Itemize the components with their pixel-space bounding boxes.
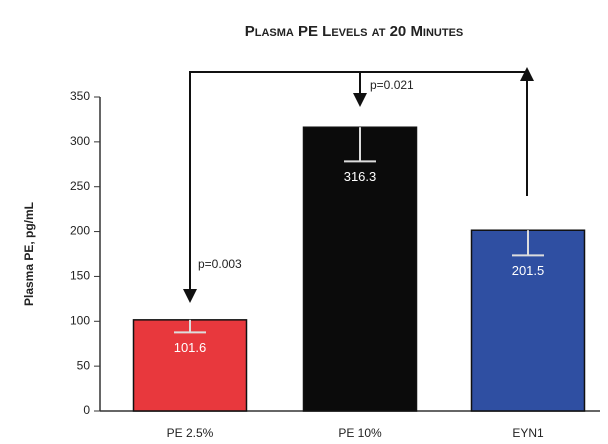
y-tick-label: 150: [70, 269, 90, 283]
annotation: p=0.021: [370, 78, 414, 92]
x-tick-label: EYN1: [512, 426, 544, 440]
value-label: 316.3: [344, 169, 377, 184]
annotation: p=0.003: [198, 257, 242, 271]
value-label: 201.5: [512, 263, 545, 278]
y-tick-label: 250: [70, 179, 90, 193]
bar: [132, 319, 248, 412]
x-tick-label: PE 10%: [338, 426, 382, 440]
value-label: 101.6: [174, 340, 207, 355]
y-tick-label: 50: [77, 358, 91, 372]
y-tick-label: 350: [70, 89, 90, 103]
bar: [302, 126, 418, 412]
y-tick-label: 0: [83, 403, 90, 417]
x-tick-label: PE 2.5%: [167, 426, 214, 440]
significance-brackets: [183, 67, 534, 303]
y-tick-label: 300: [70, 134, 90, 148]
y-tick-label: 200: [70, 224, 90, 238]
bracket: [183, 71, 527, 303]
bar: [470, 229, 586, 412]
y-tick-label: 100: [70, 313, 90, 327]
chart-title: Plasma PE Levels at 20 Minutes: [245, 23, 464, 40]
y-axis-label: Plasma PE, pg/mL: [22, 202, 36, 306]
